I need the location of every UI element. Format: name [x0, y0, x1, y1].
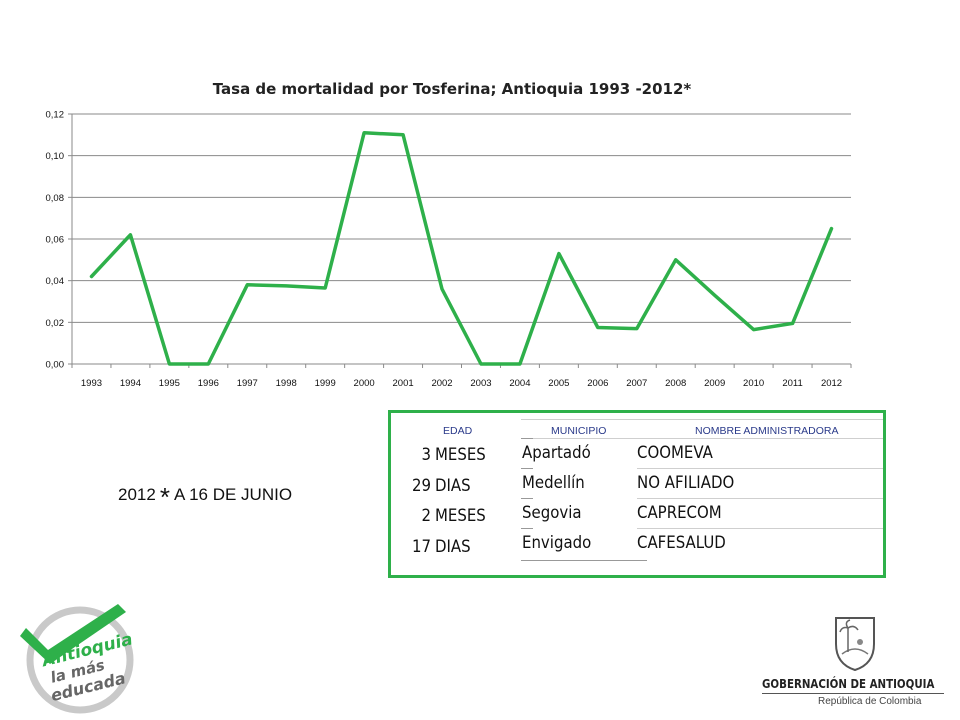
x-tick-label: 2009 [704, 378, 725, 389]
x-tick-label: 2006 [587, 378, 608, 389]
table-rule [521, 468, 533, 469]
edad-unit: MESES [435, 506, 486, 526]
logo-ring [26, 606, 134, 714]
edad-num: 29 [411, 476, 431, 496]
x-tick-label: 2005 [548, 378, 569, 389]
table-rule [521, 419, 883, 420]
x-axis-ticks: 1993 1994 1995 1996 1997 1998 1999 2000 2001 2002… [81, 378, 842, 389]
edad-num: 17 [411, 537, 431, 557]
x-tick-label: 1994 [120, 378, 141, 389]
x-tick-label: 1997 [237, 378, 258, 389]
x-tick-label: 2001 [393, 378, 414, 389]
edad-num: 3 [421, 445, 431, 465]
check-icon [20, 604, 126, 664]
edad-unit: DIAS [435, 476, 471, 496]
chart-gridlines [68, 113, 852, 368]
table-rule [637, 498, 883, 499]
y-tick-label: 0,04 [46, 276, 65, 287]
x-tick-label: 2008 [665, 378, 686, 389]
municipio: Envigado [522, 533, 592, 553]
note-year: 2012 [118, 485, 156, 504]
y-tick-label: 0,00 [46, 360, 65, 371]
chart-title: Tasa de mortalidad por Tosferina; Antioq… [213, 80, 692, 98]
table-rule [521, 560, 647, 561]
municipio: Medellín [522, 473, 585, 493]
x-tick-label: 2002 [431, 378, 452, 389]
edad-unit: DIAS [435, 537, 471, 557]
note-text: A 16 DE JUNIO [173, 485, 293, 504]
y-tick-label: 0,10 [46, 151, 65, 162]
header-municipio: MUNICIPIO [551, 425, 607, 437]
y-axis-ticks: 0,00 0,02 0,04 0,06 0,08 0,10 0,12 [46, 110, 65, 371]
note-star: * [159, 482, 170, 512]
date-note: 2012 * A 16 DE JUNIO [118, 476, 293, 512]
y-tick-label: 0,08 [46, 193, 65, 204]
header-administradora: NOMBRE ADMINISTRADORA [695, 425, 839, 437]
edad-unit: MESES [435, 445, 486, 465]
gov-sub: República de Colombia [818, 696, 922, 707]
antioquia-la-mas-educada-logo: Antioquia la más educada [20, 604, 135, 714]
edad-num: 2 [421, 506, 431, 526]
table-rule [521, 438, 883, 439]
x-tick-label: 2007 [626, 378, 647, 389]
y-tick-label: 0,06 [46, 235, 65, 246]
table-rule [637, 528, 883, 529]
x-tick-label: 2012 [821, 378, 842, 389]
x-tick-label: 2011 [782, 378, 802, 389]
gov-name: GOBERNACIÓN DE ANTIOQUIA [762, 676, 935, 691]
x-tick-label: 2004 [509, 378, 530, 389]
x-tick-label: 2000 [354, 378, 375, 389]
gobernacion-logo: GOBERNACIÓN DE ANTIOQUIA República de Co… [758, 612, 948, 712]
table-rule [521, 438, 533, 439]
mortality-line-chart: Tasa de mortalidad por Tosferina; Antioq… [46, 80, 852, 389]
table-rule [637, 468, 883, 469]
x-tick-label: 1996 [198, 378, 219, 389]
administradora: CAFESALUD [637, 533, 726, 553]
series-line [89, 131, 834, 366]
x-tick-label: 1993 [81, 378, 102, 389]
cases-table: EDAD MUNICIPIO NOMBRE ADMINISTRADORA 3 M… [388, 410, 886, 578]
coat-of-arms-icon [835, 617, 875, 672]
administradora: NO AFILIADO [637, 473, 735, 493]
x-tick-label: 1998 [276, 378, 297, 389]
x-tick-label: 1995 [159, 378, 180, 389]
x-tick-label: 1999 [315, 378, 336, 389]
x-tick-label: 2003 [470, 378, 491, 389]
y-tick-label: 0,12 [46, 110, 65, 121]
table-rule [521, 528, 533, 529]
municipio: Apartadó [522, 443, 591, 463]
administradora: CAPRECOM [637, 503, 722, 523]
gov-divider [762, 693, 944, 694]
table-rule [521, 498, 533, 499]
x-tick-label: 2010 [743, 378, 764, 389]
y-tick-label: 0,02 [46, 318, 65, 329]
administradora: COOMEVA [637, 443, 713, 463]
municipio: Segovia [522, 503, 582, 523]
header-edad: EDAD [443, 425, 473, 437]
